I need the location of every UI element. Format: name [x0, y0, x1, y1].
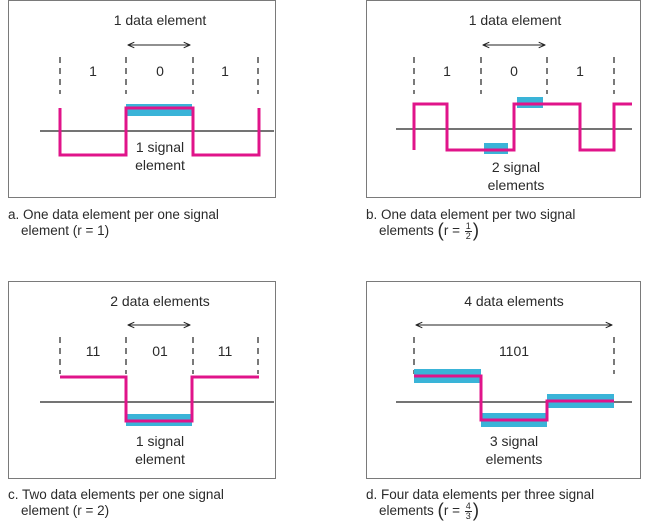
panel-c-signal-label-2: element	[135, 451, 185, 467]
panel-b-top-label: 1 data element	[469, 12, 562, 28]
panel-b-frac-den: 2	[465, 231, 471, 241]
panel-c-frame	[8, 281, 276, 479]
panel-a-top-label: 1 data element	[114, 12, 207, 28]
panel-b: 1 data element 1 0 1 2 signal elements	[396, 12, 632, 193]
panel-b-caption: b. One data element per two signal eleme…	[366, 207, 575, 241]
panel-b-caption-line-1: b. One data element per two signal	[366, 207, 576, 222]
panel-c-data-label-3: 11	[218, 343, 233, 359]
panel-d-signal-label-1: 3 signal	[490, 433, 538, 449]
panel-d-frame	[366, 281, 641, 479]
panel-d-frac-den: 3	[465, 511, 471, 521]
panel-a: 1 data element 1 0 1 1 signal element	[40, 12, 274, 173]
panel-d-top-label: 4 data elements	[464, 293, 564, 309]
panel-d-signal-label-2: elements	[486, 451, 543, 467]
panel-d-caption: d. Four data elements per three signal e…	[366, 487, 594, 521]
panel-b-frame	[366, 0, 641, 198]
panel-a-caption: a. One data element per one signal eleme…	[8, 207, 219, 239]
panel-b-caption-line-2: elements (r = 1 2)	[379, 220, 480, 242]
panel-a-signal-waveform	[58, 106, 261, 157]
panel-d-caption-line-2: elements (r = 4 3)	[379, 500, 480, 522]
panel-a-data-label-2: 0	[156, 63, 164, 79]
panel-c-signal-waveform	[60, 375, 259, 423]
panel-c-top-label: 2 data elements	[110, 293, 210, 309]
panel-b-caption-prefix: elements	[379, 223, 438, 239]
panel-b-data-label-3: 1	[576, 63, 584, 79]
panel-c-caption: c. Two data elements per one signal elem…	[8, 487, 224, 519]
panel-a-data-label-1: 1	[89, 63, 97, 79]
panel-c-caption-line-2: element (r = 2)	[21, 503, 110, 518]
panel-d-signal-waveform	[414, 374, 614, 422]
panel-d-caption-prefix: elements	[379, 503, 438, 519]
panel-d: 4 data elements 1101 3 signal elements	[396, 293, 632, 467]
panel-d-data-label-1: 1101	[499, 343, 529, 359]
panel-b-data-label-2: 0	[510, 63, 518, 79]
panel-a-frame	[8, 0, 276, 198]
panel-b-signal-label-1: 2 signal	[492, 159, 540, 175]
panel-d-caption-ratio-prefix: r =	[443, 503, 464, 519]
panel-a-signal-label-1: 1 signal	[136, 139, 184, 155]
panel-c-data-label-2: 01	[152, 343, 168, 359]
panel-c-data-label-1: 11	[86, 343, 101, 359]
panel-c: 2 data elements 11 01 11 1 signal elemen…	[40, 293, 274, 467]
panel-b-caption-ratio-prefix: r =	[443, 223, 464, 239]
panel-a-signal-highlight	[126, 104, 192, 116]
panel-a-signal-label-2: element	[135, 157, 185, 173]
panel-d-caption-line-1: d. Four data elements per three signal	[366, 487, 595, 502]
panel-c-signal-label-1: 1 signal	[136, 433, 184, 449]
panel-b-data-label-1: 1	[443, 63, 451, 79]
panel-a-caption-line-1: a. One data element per one signal	[8, 207, 219, 222]
panel-b-signal-label-2: elements	[488, 177, 545, 193]
panel-b-signal-waveform	[412, 102, 632, 152]
panel-c-caption-line-1: c. Two data elements per one signal	[8, 487, 224, 502]
panel-d-frac-num: 4	[464, 501, 472, 512]
panel-a-caption-line-2: element (r = 1)	[21, 223, 110, 238]
panel-b-frac-num: 1	[464, 221, 472, 232]
panel-a-data-label-3: 1	[221, 63, 229, 79]
